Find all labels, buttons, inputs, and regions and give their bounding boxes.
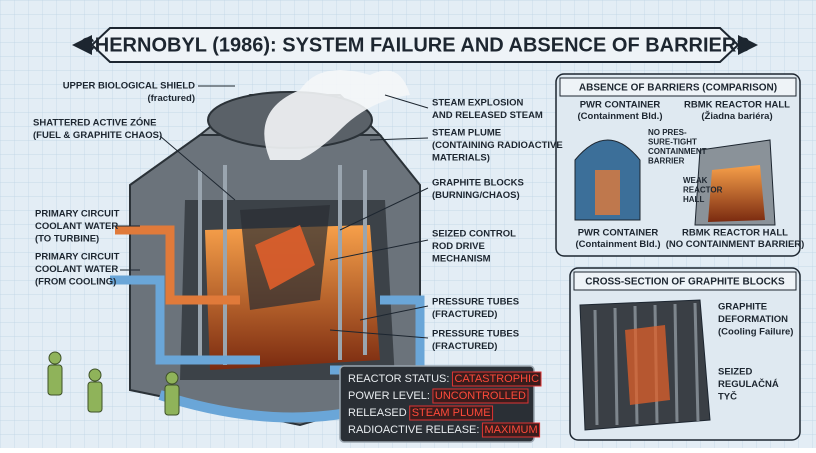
status-label: RELEASED xyxy=(348,407,407,419)
label-line: ROD DRIVE xyxy=(432,241,485,252)
label-line: COOLANT WATER xyxy=(35,221,118,232)
label-line: (BURNING/CHAOS) xyxy=(432,190,520,201)
cross-section-header xyxy=(573,271,797,291)
label-line: STEAM PLUME xyxy=(432,128,501,139)
comparison-title: ABSENCE OF BARRIERS (COMPARISON) xyxy=(579,83,777,94)
label-line: PWR CONTAINER xyxy=(578,228,659,239)
label-line: RBMK REACTOR HALL xyxy=(684,100,790,111)
label-line: SURE-TIGHT xyxy=(648,138,697,147)
label-line: (fractured) xyxy=(147,93,195,104)
label-line: BARRIER xyxy=(648,157,685,166)
label-line: (FRACTURED) xyxy=(432,341,497,352)
label-line: (Žiadna bariéra) xyxy=(701,110,772,122)
status-value: STEAM PLUME xyxy=(412,407,491,419)
label-line: GRAPHITE BLOCKS xyxy=(432,178,524,189)
label-line: (CONTAINING RADIOACTIVE xyxy=(432,140,563,151)
cross-section-title: CROSS-SECTION OF GRAPHITE BLOCKS xyxy=(585,277,785,288)
label-line: PRIMARY CIRCUIT xyxy=(35,209,120,220)
rbmk-hall-icon xyxy=(694,139,776,226)
label-line: PRIMARY CIRCUIT xyxy=(35,252,120,263)
graphite-blocks-icon xyxy=(579,299,711,431)
label-line: (FUEL & GRAPHITE CHAOS) xyxy=(33,130,162,141)
status-rows: REACTOR STATUS: CATASTROPHIC POWER LEVEL: U… xyxy=(348,371,542,438)
status-value: CATASTROPHIC xyxy=(454,373,539,385)
label-line: STEAM EXPLOSION xyxy=(432,98,523,109)
label-line: MATERIALS) xyxy=(432,153,490,164)
status-value: MAXIMUM xyxy=(484,424,537,436)
label-line: SEIZED xyxy=(718,367,752,378)
label-line: SEIZED CONTROL xyxy=(432,229,516,240)
status-label: POWER LEVEL: xyxy=(348,390,430,402)
label-line: COOLANT WATER xyxy=(35,264,118,275)
pwr-container-icon xyxy=(574,139,641,221)
status-value-bg xyxy=(481,422,541,438)
label-line: (FROM COOLING) xyxy=(35,277,116,288)
label-line: UPPER BIOLOGICAL SHIELD xyxy=(63,81,195,92)
label-line: TYČ xyxy=(718,391,737,403)
label-line: REGULAČNÁ xyxy=(718,378,779,390)
status-value: UNCONTROLLED xyxy=(435,390,526,402)
title: CHERNOBYL (1986): SYSTEM FAILURE AND ABS… xyxy=(80,34,749,56)
label-line: GRAPHITE xyxy=(718,302,767,313)
label-line: PRESSURE TUBES xyxy=(432,297,519,308)
label-line: NO PRES- xyxy=(648,128,687,137)
label-line: (Containment Bld.) xyxy=(576,239,661,250)
label-line: PRESSURE TUBES xyxy=(432,329,519,340)
label-line: HALL xyxy=(683,195,704,204)
status-value-bg xyxy=(451,371,542,387)
label-line: (Containment Bld.) xyxy=(578,111,663,122)
status-value-bg xyxy=(432,388,529,404)
label-line: (FRACTURED) xyxy=(432,309,497,320)
label-line: DEFORMATION xyxy=(718,314,788,325)
label-line: (TO TURBINE) xyxy=(35,234,99,245)
label-line: REACTOR xyxy=(683,186,723,195)
label-line: RBMK REACTOR HALL xyxy=(682,228,788,239)
label-line: (NO CONTAINMENT BARRIER) xyxy=(666,239,805,250)
labels: UPPER BIOLOGICAL SHIELD(fractured) SHATTE… xyxy=(33,81,804,403)
label-line: PWR CONTAINER xyxy=(580,100,661,111)
label-line: CONTAINMENT xyxy=(648,147,707,156)
reactor-illustration xyxy=(110,70,425,427)
label-line: SHATTERED ACTIVE ZÓNE xyxy=(33,117,157,129)
label-line: MECHANISM xyxy=(432,254,491,265)
label-line: (Cooling Failure) xyxy=(718,327,793,338)
label-line: WEAK xyxy=(683,176,708,185)
status-value-bg xyxy=(409,405,494,421)
status-label: REACTOR STATUS: xyxy=(348,373,449,385)
comparison-header xyxy=(559,77,797,97)
status-label: RADIOACTIVE RELEASE: xyxy=(348,424,479,436)
label-line: AND RELEASED STEAM xyxy=(432,110,543,121)
